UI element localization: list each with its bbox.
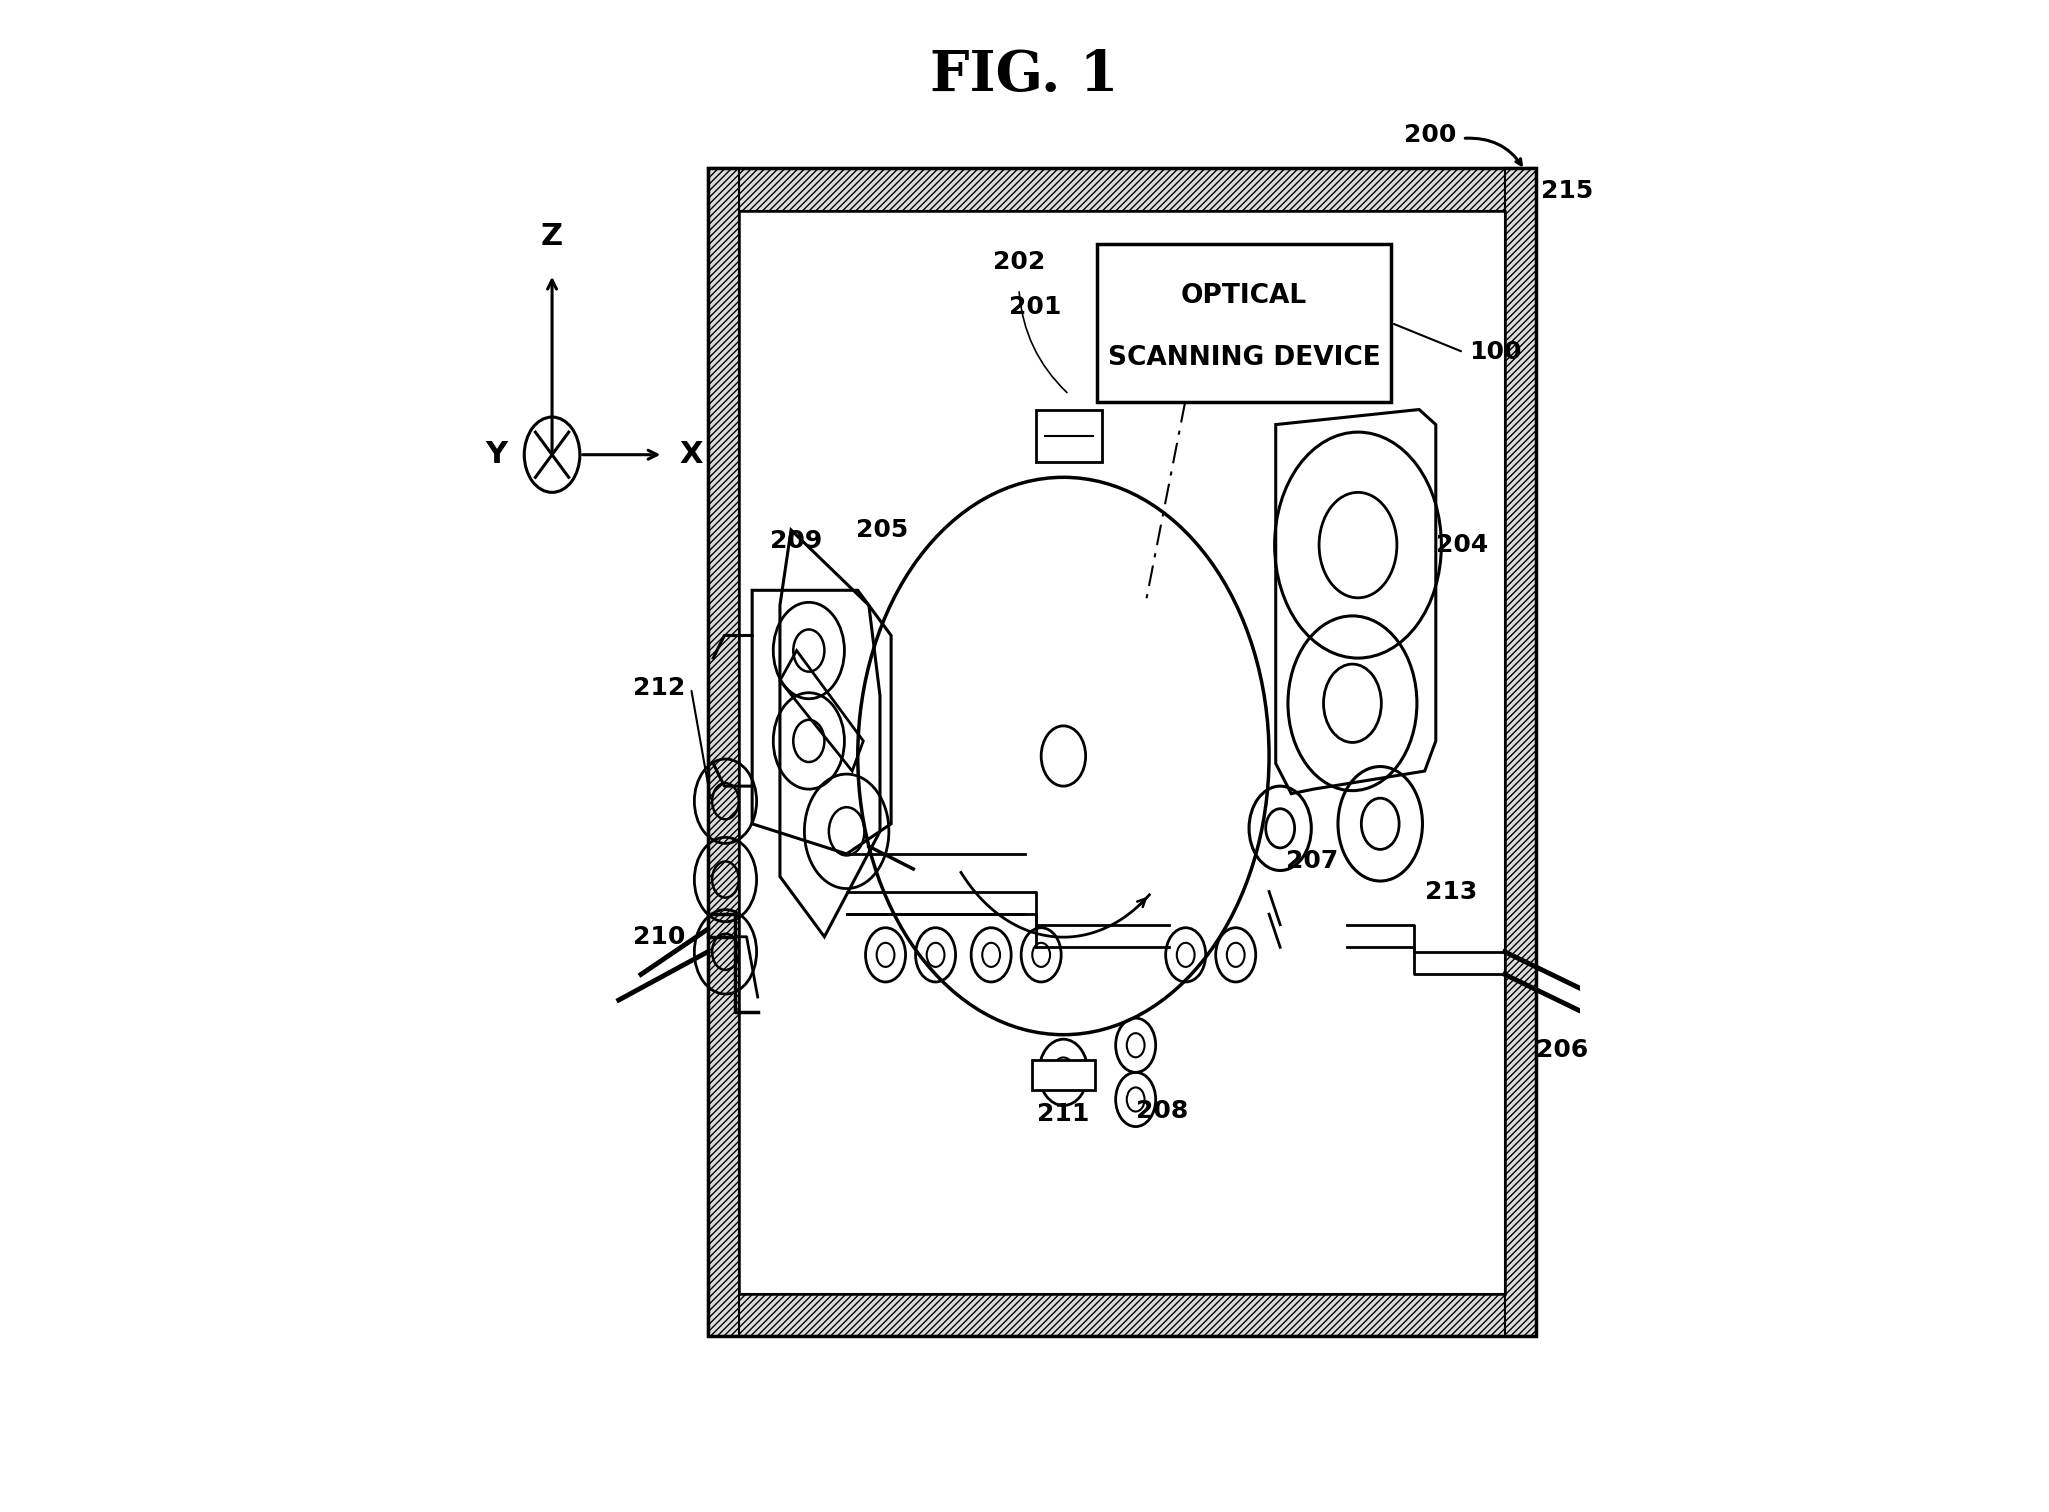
Text: 100: 100 — [1469, 340, 1522, 364]
Bar — [1504, 168, 1537, 1337]
Text: 201: 201 — [1010, 295, 1061, 319]
Text: Z: Z — [541, 222, 563, 251]
Bar — [1033, 1060, 1094, 1090]
Bar — [1035, 410, 1102, 463]
Text: 215: 215 — [1541, 178, 1594, 203]
Bar — [707, 168, 1537, 210]
Text: X: X — [680, 440, 703, 469]
Text: 210: 210 — [633, 925, 686, 948]
Text: FIG. 1: FIG. 1 — [930, 47, 1119, 103]
Text: 204: 204 — [1436, 534, 1488, 556]
Text: OPTICAL: OPTICAL — [1180, 283, 1307, 308]
Text: 209: 209 — [770, 529, 824, 552]
Bar — [707, 1294, 1537, 1337]
Text: 213: 213 — [1424, 880, 1477, 904]
Text: 207: 207 — [1285, 850, 1338, 874]
Text: 202: 202 — [994, 249, 1045, 274]
Text: Y: Y — [486, 440, 508, 469]
Text: SCANNING DEVICE: SCANNING DEVICE — [1109, 345, 1381, 370]
Text: 206: 206 — [1537, 1037, 1588, 1061]
Bar — [1096, 243, 1391, 402]
Text: 200: 200 — [1404, 124, 1457, 147]
Text: 211: 211 — [1037, 1102, 1090, 1126]
Bar — [740, 210, 1504, 1294]
Bar — [707, 168, 740, 1337]
Text: 208: 208 — [1135, 1099, 1188, 1123]
Bar — [707, 168, 1537, 1337]
Text: 212: 212 — [633, 676, 686, 700]
Text: 205: 205 — [856, 519, 908, 541]
